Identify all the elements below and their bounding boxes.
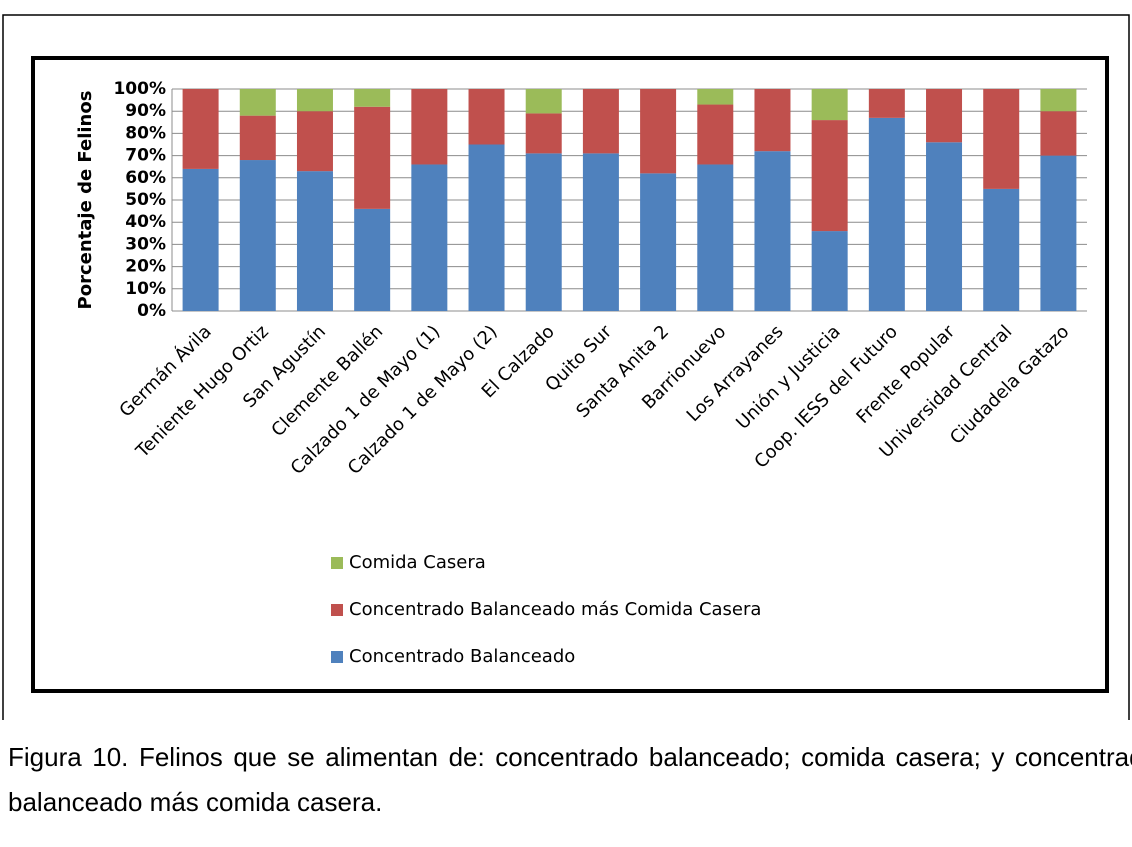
y-tick-label: 100%	[113, 79, 166, 99]
bar-segment	[354, 208, 391, 311]
y-tick-label: 70%	[125, 146, 166, 166]
bar-segment	[182, 89, 219, 169]
bar-segment	[239, 89, 276, 116]
bar-segment	[354, 106, 391, 209]
legend-label: Comida Casera	[349, 552, 486, 573]
y-tick-label: 90%	[125, 101, 166, 121]
legend-label: Concentrado Balanceado	[349, 646, 575, 667]
chart: Porcentaje de Felinos 0%10%20% 30%40%50%6…	[2, 14, 1130, 720]
bar-segment	[754, 151, 791, 311]
bar-segment	[411, 89, 448, 165]
y-tick-label: 80%	[125, 123, 166, 143]
bar-segment	[1040, 89, 1077, 112]
bar-segment	[182, 168, 219, 311]
y-tick-label: 10%	[125, 279, 166, 299]
caption: Figura 10. Felinos que se alimentan de: …	[8, 742, 1132, 817]
bar-segment	[868, 89, 905, 118]
bar-segment	[697, 164, 734, 311]
bar-segment	[640, 173, 677, 311]
bar-segment	[983, 89, 1020, 189]
bar-segment	[697, 104, 734, 165]
y-tick-label: 30%	[125, 234, 166, 254]
bar-segment	[1040, 111, 1077, 156]
y-tick-label: 50%	[125, 190, 166, 210]
bar-segment	[582, 89, 619, 154]
y-tick-label: 40%	[125, 212, 166, 232]
legend-swatch	[331, 604, 343, 616]
bar-segment	[926, 89, 963, 143]
legend-swatch	[331, 557, 343, 569]
bar-segment	[754, 89, 791, 152]
bar-segment	[582, 153, 619, 311]
legend-swatch	[331, 651, 343, 663]
bar-segment	[411, 164, 448, 311]
y-tick-label: 20%	[125, 257, 166, 277]
bar-segment	[239, 160, 276, 311]
bar-segment	[296, 171, 333, 311]
bar-segment	[926, 142, 963, 311]
bar-segment	[525, 89, 562, 114]
bar-segment	[468, 144, 505, 311]
bar-segment	[811, 89, 848, 121]
bar-segment	[525, 153, 562, 311]
bar-segment	[468, 89, 505, 145]
y-tick-label: 0%	[137, 301, 166, 321]
bar-segment	[525, 113, 562, 154]
bar-segment	[1040, 155, 1077, 311]
y-tick-label: 60%	[125, 168, 166, 188]
bar-segment	[983, 188, 1020, 311]
bar-segment	[239, 115, 276, 161]
y-axis-label: Porcentaje de Felinos	[75, 91, 96, 310]
bar-segment	[354, 89, 391, 107]
bar-segment	[640, 89, 677, 174]
page-frame	[2, 14, 1130, 720]
bar-segment	[296, 89, 333, 112]
legend-label: Concentrado Balanceado más Comida Casera	[349, 599, 761, 620]
bar-segment	[868, 117, 905, 311]
bar-segment	[811, 120, 848, 232]
bar-segment	[296, 111, 333, 172]
bar-segment	[811, 231, 848, 311]
bar-segment	[697, 89, 734, 105]
